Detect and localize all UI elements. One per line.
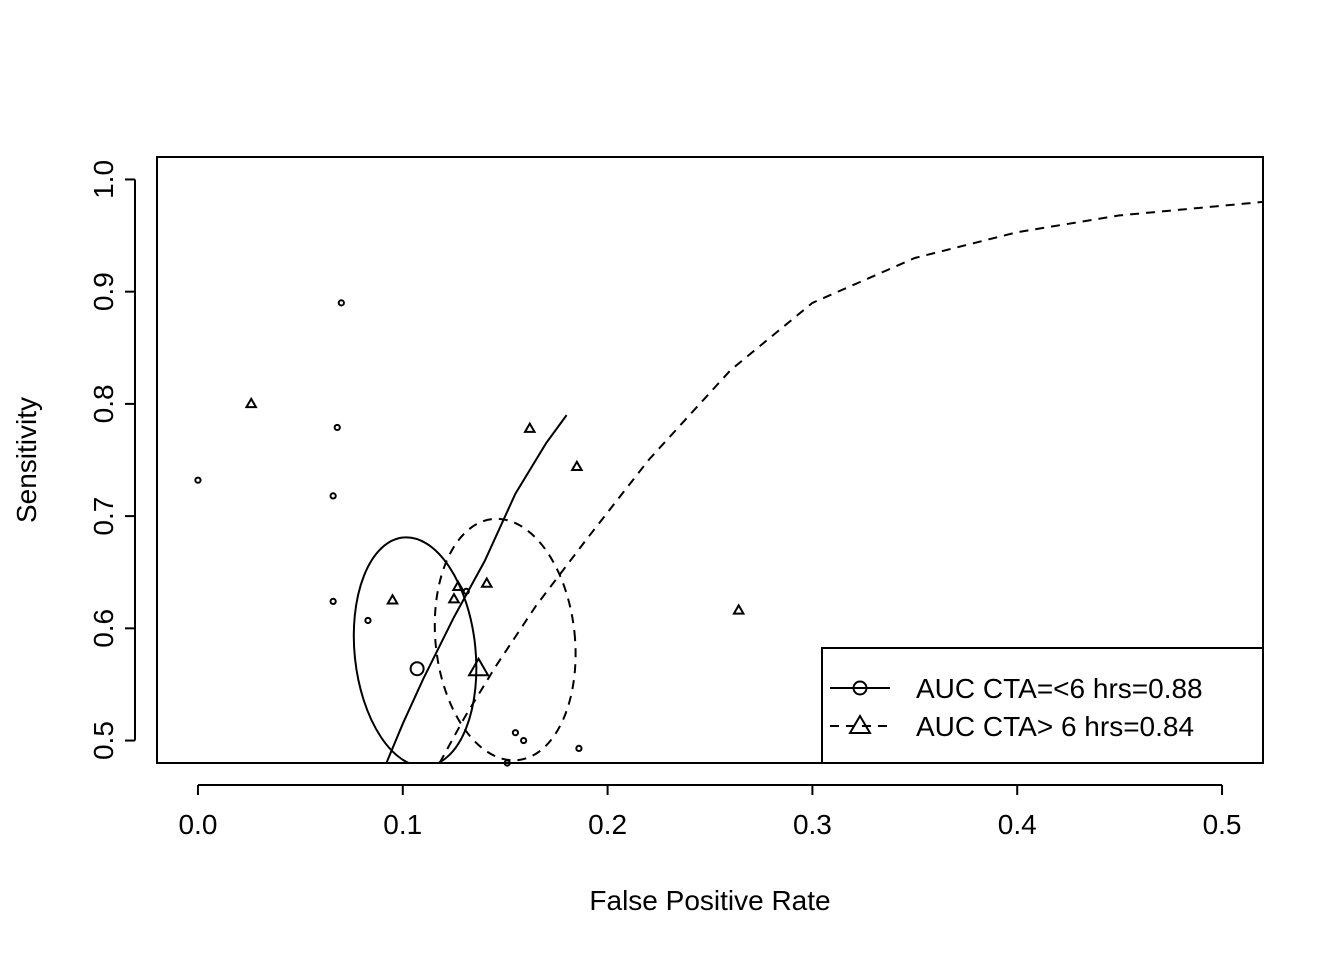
sroc-curve-series-1 — [385, 414, 568, 763]
data-layer — [352, 200, 1263, 763]
summary-point-circle — [409, 661, 425, 677]
data-point-triangle — [244, 396, 258, 409]
summary-point-triangle — [467, 656, 490, 677]
data-point-triangle — [447, 592, 461, 604]
data-point-circle — [575, 744, 583, 753]
y-tick-label: 0.6 — [88, 609, 119, 648]
data-point-triangle — [480, 576, 494, 588]
sroc-curve-series-2 — [438, 200, 1263, 763]
x-tick-label: 0.1 — [383, 809, 422, 840]
data-point-circle — [462, 587, 470, 595]
data-point-circle — [337, 299, 345, 307]
data-point-circle — [333, 423, 341, 432]
data-point-circle — [364, 616, 372, 625]
y-tick-label: 0.7 — [88, 497, 119, 536]
data-point-triangle — [732, 603, 746, 615]
x-axis-label: False Positive Rate — [589, 885, 830, 916]
data-point-triangle — [523, 421, 537, 433]
x-tick-label: 0.5 — [1203, 809, 1242, 840]
data-point-triangle — [570, 459, 584, 471]
legend-circle-marker — [852, 680, 868, 696]
data-point-circle — [194, 476, 202, 484]
y-tick-label: 1.0 — [88, 160, 119, 199]
y-tick-label: 0.9 — [88, 272, 119, 311]
legend: AUC CTA=<6 hrs=0.88 AUC CTA> 6 hrs=0.84 — [821, 647, 1264, 764]
legend-label-series-2: AUC CTA> 6 hrs=0.84 — [916, 711, 1194, 742]
data-point-circle — [511, 729, 520, 737]
confidence-ellipse-series-2 — [433, 517, 577, 762]
data-point-circle — [329, 597, 337, 606]
y-tick-label: 0.8 — [88, 384, 119, 423]
plot-frame — [156, 156, 1264, 764]
y-tick-label: 0.5 — [88, 721, 119, 760]
data-point-triangle — [451, 579, 465, 592]
confidence-ellipse-series-1 — [352, 536, 478, 763]
x-tick-label: 0.2 — [588, 809, 627, 840]
legend-label-series-1: AUC CTA=<6 hrs=0.88 — [916, 673, 1203, 704]
x-tick-label: 0.0 — [178, 809, 217, 840]
data-point-triangle — [386, 593, 400, 605]
data-point-circle — [520, 736, 528, 745]
legend-box — [821, 647, 1264, 764]
x-tick-label: 0.4 — [998, 809, 1037, 840]
legend-triangle-marker — [848, 714, 872, 734]
axes-layer: 0.0 0.1 0.2 0.3 0.4 0.5 0.5 0.6 0.7 0.8 0.9 1.0 — [88, 160, 1242, 840]
data-point-circle — [329, 492, 337, 500]
x-tick-label: 0.3 — [793, 809, 832, 840]
y-axis-label: Sensitivity — [11, 397, 42, 523]
